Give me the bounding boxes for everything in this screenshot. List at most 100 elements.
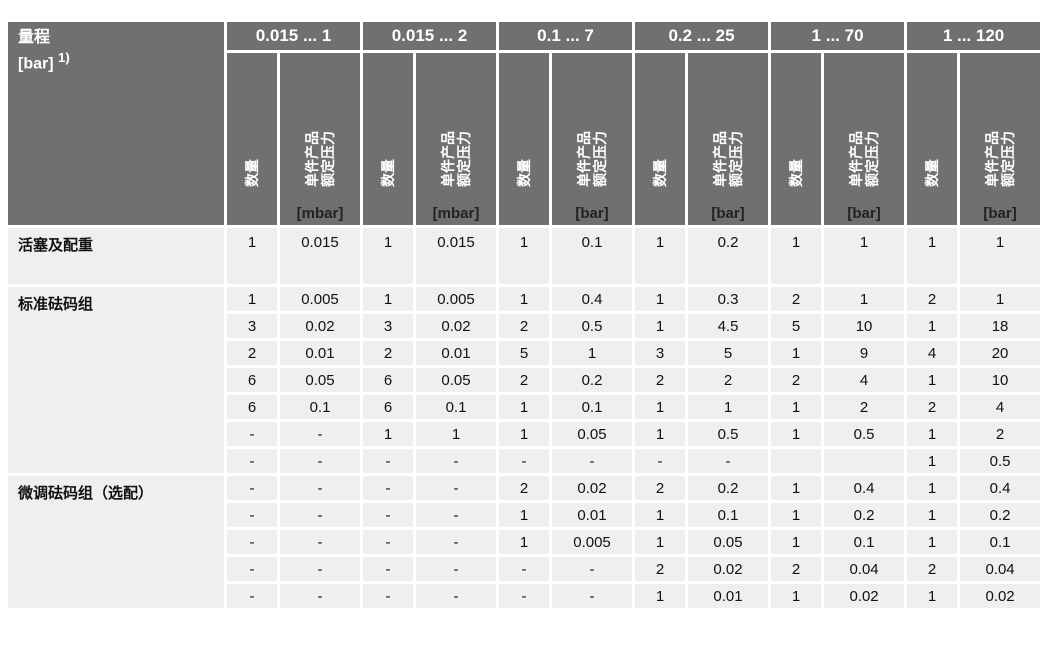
value-header: 单件产品 额定压力 [bar] (957, 50, 1044, 228)
count-cell: 6 (224, 365, 280, 395)
unit-label: [mbar] (296, 205, 344, 222)
count-label: 数量 (924, 159, 941, 187)
value-cell: - (548, 446, 636, 476)
range-title: 量程 (18, 29, 51, 46)
count-cell: 2 (632, 554, 689, 584)
count-cell: 2 (768, 284, 825, 314)
value-label: 单件产品 额定压力 (848, 131, 881, 187)
value-cell: 0.05 (548, 419, 636, 449)
value-cell: - (413, 581, 499, 611)
value-cell: 4 (957, 392, 1044, 422)
value-cell: 0.1 (548, 392, 636, 422)
value-cell: 2 (957, 419, 1044, 449)
count-cell: 2 (632, 473, 689, 503)
count-cell: 1 (632, 392, 689, 422)
count-header: 数量 (632, 50, 689, 228)
value-cell: 0.2 (821, 500, 908, 530)
value-cell: 0.1 (548, 225, 636, 287)
count-cell: 2 (224, 338, 280, 368)
count-cell: - (360, 554, 416, 584)
value-cell: - (277, 473, 363, 503)
count-cell: 1 (496, 419, 552, 449)
count-cell: - (224, 446, 280, 476)
value-cell: - (413, 473, 499, 503)
value-label: 单件产品 额定压力 (576, 131, 608, 187)
count-label: 数量 (652, 159, 669, 187)
count-cell: 2 (768, 554, 825, 584)
range-column-header: 1 ... 120 (904, 19, 1044, 53)
table-row: - - - - - -1 0.01 1 0.02 1 0.02 (7, 581, 1044, 611)
value-cell: - (548, 554, 636, 584)
value-cell: - (277, 500, 363, 530)
group-label: 标准砝码组 (5, 284, 227, 476)
count-cell: 1 (632, 225, 689, 287)
range-column-header: 0.015 ... 2 (360, 19, 499, 53)
count-cell: 2 (904, 392, 961, 422)
value-cell: 0.2 (548, 365, 636, 395)
group-label: 活塞及配重 (5, 225, 227, 287)
table-row: - - - -1 0.005 1 0.05 1 0.1 1 0.1 (7, 527, 1044, 557)
value-cell: 0.4 (821, 473, 908, 503)
count-header: 数量 (768, 50, 825, 228)
value-cell: 9 (821, 338, 908, 368)
unit-label: [bar] (575, 205, 609, 222)
value-label: 单件产品 额定压力 (440, 131, 472, 187)
value-cell: 10 (821, 311, 908, 341)
value-cell: 0.4 (548, 284, 636, 314)
value-cell: 0.2 (957, 500, 1044, 530)
count-cell: 3 (632, 338, 689, 368)
value-cell: 0.1 (277, 392, 363, 422)
value-cell: 2 (821, 392, 908, 422)
value-cell: 10 (957, 365, 1044, 395)
value-cell: - (685, 446, 772, 476)
count-cell: 1 (768, 581, 825, 611)
count-cell: 6 (360, 365, 416, 395)
count-label: 数量 (516, 159, 532, 187)
count-cell: 1 (632, 311, 689, 341)
count-cell: 1 (632, 419, 689, 449)
count-cell: 1 (632, 527, 689, 557)
value-cell: 0.2 (685, 225, 772, 287)
count-cell: - (360, 527, 416, 557)
count-cell: 1 (904, 419, 961, 449)
unit-label: [mbar] (432, 205, 480, 222)
count-cell: - (360, 473, 416, 503)
value-cell: - (413, 446, 499, 476)
count-cell: 1 (632, 581, 689, 611)
value-cell: 0.02 (548, 473, 636, 503)
count-cell: 2 (496, 365, 552, 395)
value-cell: 0.05 (413, 365, 499, 395)
count-cell: - (224, 419, 280, 449)
weight-set-table: 量程 [bar] 1) 0.015 ... 1 0.015 ... 2 0.1 ...… (5, 19, 1044, 611)
value-cell: 2 (685, 365, 772, 395)
count-cell: 2 (904, 284, 961, 314)
count-cell: 1 (904, 446, 961, 476)
value-cell: - (548, 581, 636, 611)
count-cell: - (496, 581, 552, 611)
count-cell: 1 (904, 500, 961, 530)
range-header: 量程 [bar] 1) (5, 19, 227, 228)
value-cell: 0.01 (413, 338, 499, 368)
value-cell: 18 (957, 311, 1044, 341)
count-cell: 1 (224, 284, 280, 314)
count-cell: 1 (904, 365, 961, 395)
count-cell: 1 (496, 392, 552, 422)
value-cell: 4.5 (685, 311, 772, 341)
count-cell: 1 (360, 284, 416, 314)
value-cell: 0.04 (957, 554, 1044, 584)
value-cell: - (277, 527, 363, 557)
count-cell: 5 (496, 338, 552, 368)
value-header: 单件产品 额定压力 [mbar] (413, 50, 499, 228)
value-cell: 1 (957, 284, 1044, 314)
group-label: 微调砝码组（选配） (5, 473, 227, 611)
count-cell: 4 (904, 338, 961, 368)
value-cell: 1 (548, 338, 636, 368)
range-column-header: 0.2 ... 25 (632, 19, 772, 53)
value-header: 单件产品 额定压力 [bar] (821, 50, 908, 228)
count-cell: 1 (632, 500, 689, 530)
count-cell: 1 (768, 338, 825, 368)
count-cell: 1 (768, 473, 825, 503)
unit-label: [bar] (983, 205, 1017, 222)
count-cell: - (360, 500, 416, 530)
value-cell: 0.02 (685, 554, 772, 584)
